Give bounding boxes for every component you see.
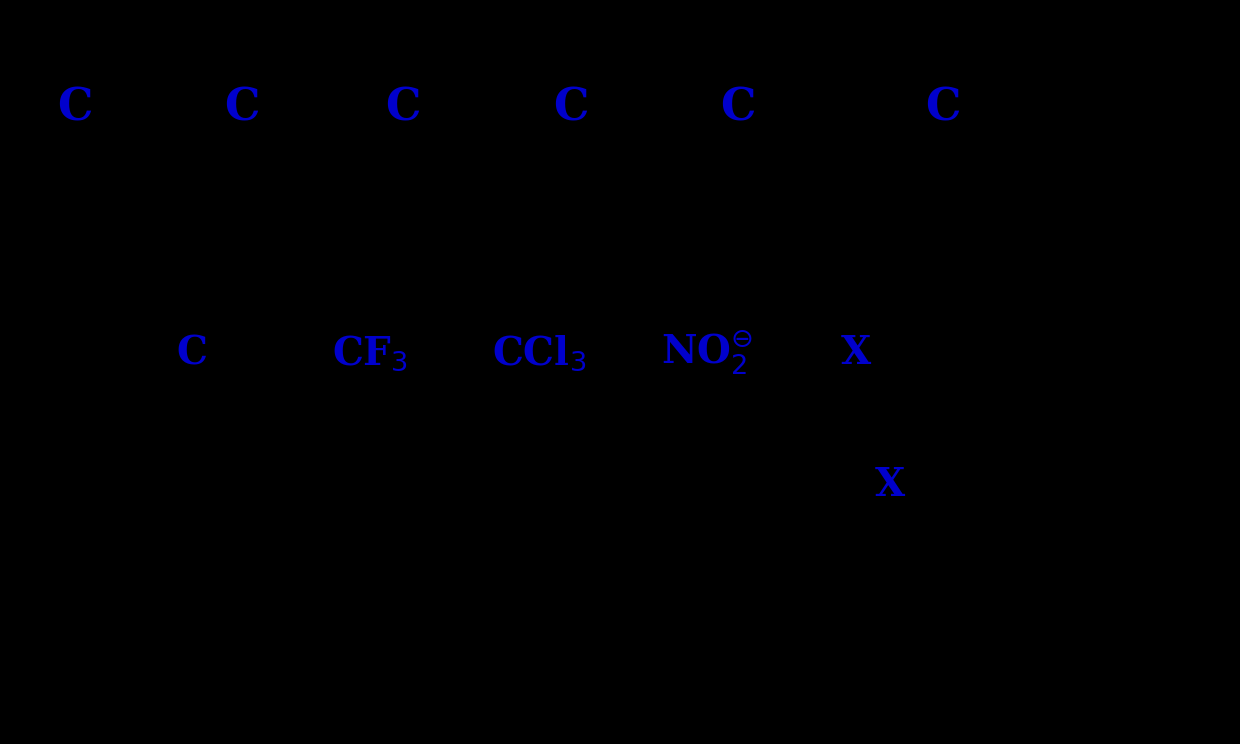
Text: C: C — [553, 86, 588, 129]
Text: C: C — [57, 86, 92, 129]
Text: C: C — [386, 86, 420, 129]
Text: NO$_2^{\ominus}$: NO$_2^{\ominus}$ — [661, 330, 753, 377]
Text: C: C — [224, 86, 259, 129]
Text: X: X — [875, 466, 905, 504]
Text: C: C — [720, 86, 755, 129]
Text: CCl$_3$: CCl$_3$ — [492, 333, 587, 373]
Text: C: C — [176, 334, 207, 373]
Text: CF$_3$: CF$_3$ — [331, 333, 408, 373]
Text: C: C — [925, 86, 960, 129]
Text: X: X — [841, 334, 870, 373]
